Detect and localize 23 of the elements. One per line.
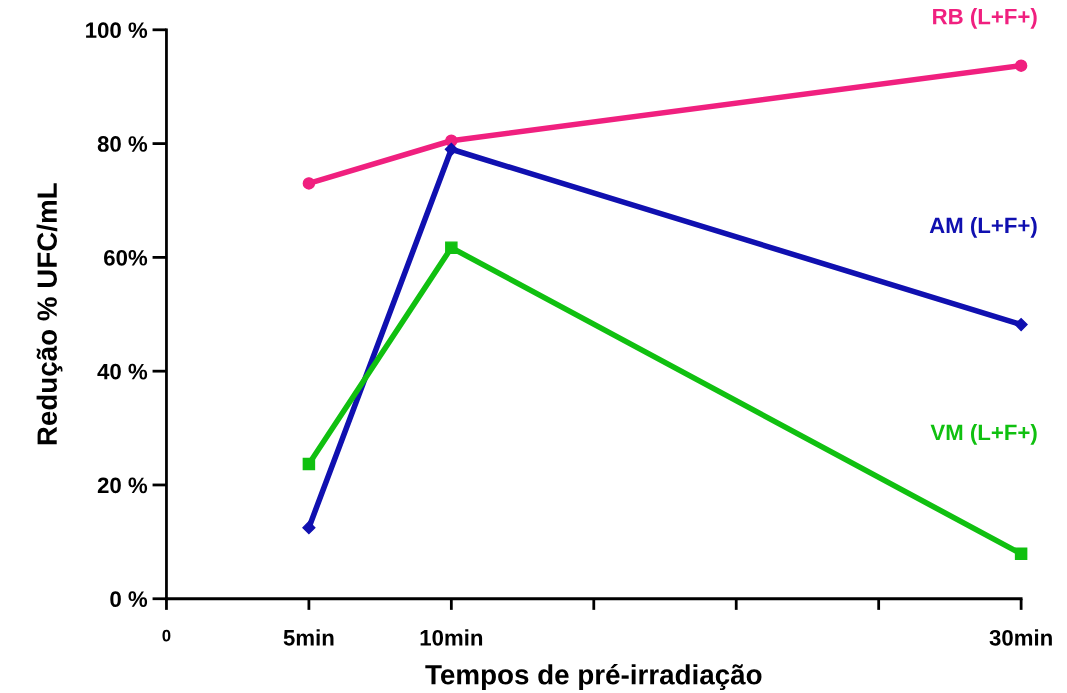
y-tick-label: 80 % — [97, 136, 148, 152]
point — [302, 521, 316, 535]
y-tick-label: 20 % — [97, 477, 148, 494]
text: AM (L+F+) — [929, 216, 1037, 238]
point — [302, 177, 316, 190]
y-tick-label: 60% — [104, 249, 148, 266]
series-label: RB (L+F+) — [933, 8, 1037, 29]
x-axis-title: Tempos de pré-irradiação — [425, 663, 762, 691]
x-tick-label: 30min — [989, 629, 1052, 646]
y-tick-label: 100 % — [86, 22, 148, 39]
point — [1014, 547, 1028, 561]
point — [444, 142, 458, 156]
text: VM (L+F+) — [930, 424, 1037, 445]
point — [445, 241, 458, 254]
y-axis-title: Redução % UFC/mL — [36, 183, 63, 445]
y-tick-label: 0 % — [110, 591, 148, 608]
point — [1014, 59, 1028, 72]
point — [1014, 317, 1028, 332]
x-tick-label: 10min — [420, 629, 483, 646]
x-tick-label: 0 — [162, 629, 171, 642]
x-tick-label: 5min — [283, 629, 334, 646]
point — [302, 457, 316, 471]
y-tick-label: 40 % — [97, 363, 148, 380]
